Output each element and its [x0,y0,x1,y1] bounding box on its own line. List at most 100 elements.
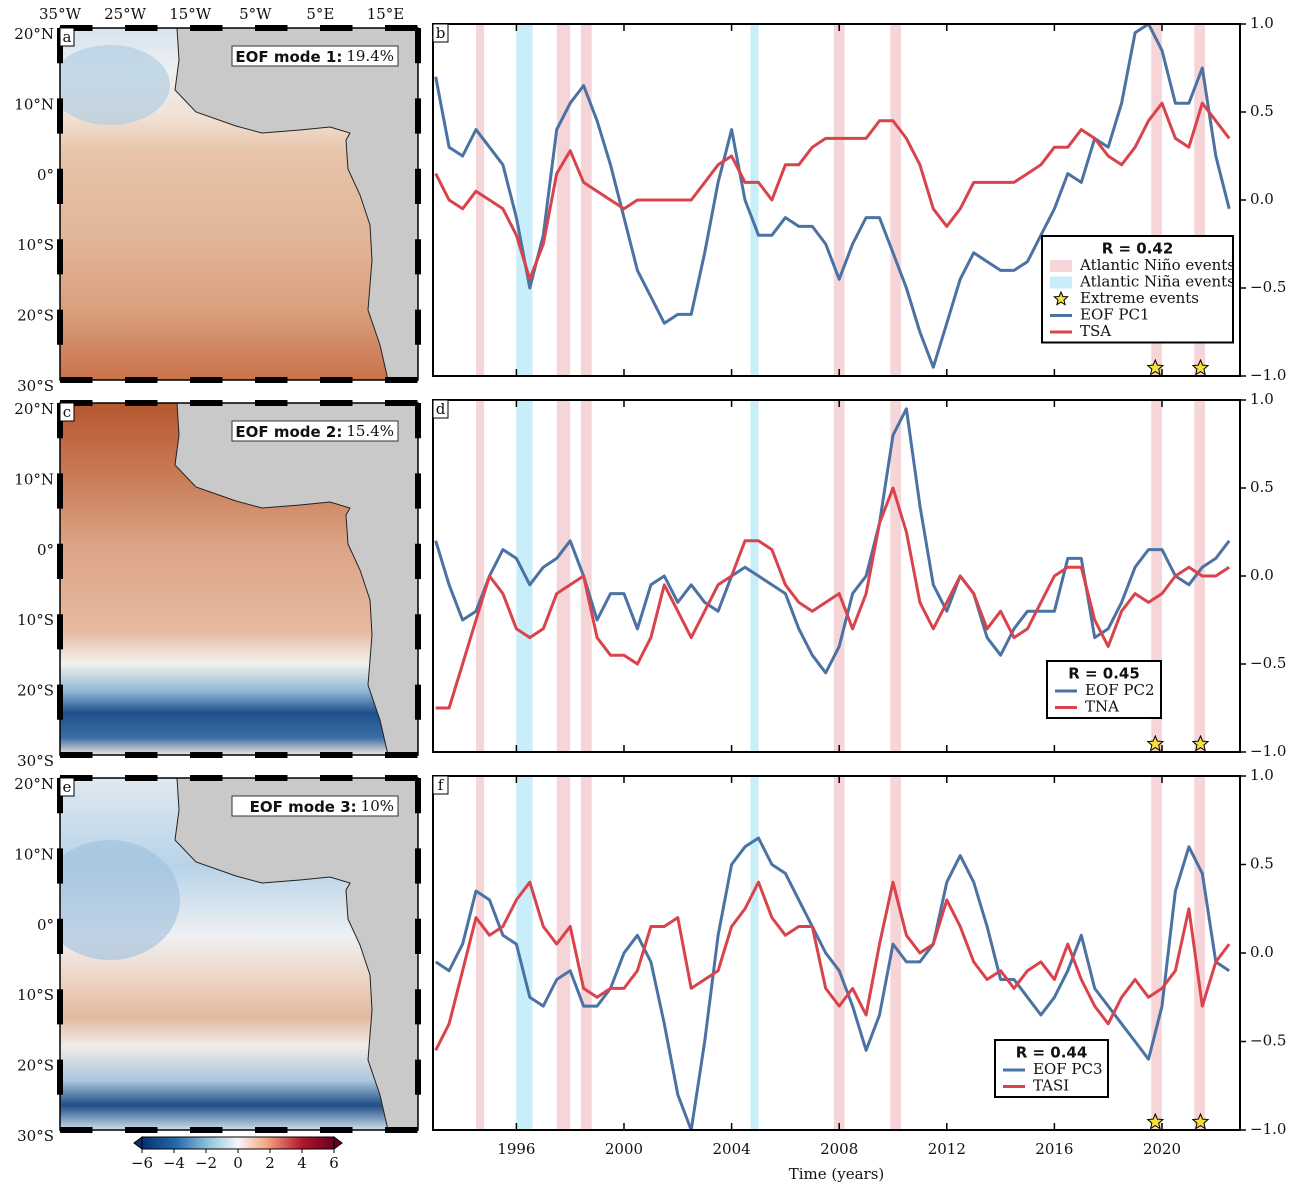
lon-label: 5°W [239,5,272,23]
nino-band [581,24,592,376]
lon-label: 5°E [306,5,334,23]
series-line [436,838,1229,1130]
y-tick-label: 1.0 [1250,390,1274,408]
eof-mode: EOF mode 3: [250,798,357,816]
y-tick-label: −0.5 [1250,1032,1286,1050]
plot-area [436,776,1229,1130]
x-axis-label: Time (years) [789,1165,885,1183]
colorbar-tick-label: 2 [265,1154,275,1172]
timeseries-panel: 19962000200420082012201620201.00.50.0−0.… [433,766,1286,1183]
nino-band [557,400,570,752]
colorbar-end [134,1137,142,1149]
legend-label: Atlantic Niño events [1079,256,1235,274]
y-tick-label: 0.5 [1250,478,1274,496]
lon-label: 35°W [39,5,82,23]
colorbar-tick-label: −4 [163,1154,185,1172]
lat-label: 30°S [17,752,54,770]
map-body [60,403,418,755]
nino-band [834,776,845,1130]
colorbar [142,1137,334,1149]
eof-title: EOF mode 1:19.4% [235,47,394,66]
figure: 20°N10°N0°10°S20°S30°SaEOF mode 1:19.4%2… [0,0,1306,1185]
x-tick-label: 2000 [605,1140,643,1158]
x-tick-label: 2012 [928,1140,966,1158]
y-tick-label: 1.0 [1250,14,1274,32]
legend-label: EOF PC2 [1085,681,1155,699]
lon-label: 15°E [367,5,405,23]
y-tick-label: 0.0 [1250,190,1274,208]
lon-label: 15°W [169,5,212,23]
nina-band [516,24,532,376]
y-tick-label: 0.0 [1250,943,1274,961]
lat-label: 20°S [17,307,54,325]
series-line [436,882,1229,1050]
nina-band [750,24,758,376]
nino-band [834,400,845,752]
map-body [50,28,418,380]
legend-title: R = 0.42 [1102,240,1174,258]
panel-letter: e [63,778,72,796]
y-tick-label: −0.5 [1250,278,1286,296]
lat-label: 0° [37,916,54,934]
y-tick-label: 0.0 [1250,566,1274,584]
nina-band [750,776,758,1130]
legend-swatch [1050,260,1072,272]
map-anomaly [50,45,170,125]
eof-mode: EOF mode 2: [235,423,342,441]
legend-label: Atlantic Niña events [1079,273,1235,291]
legend-label: EOF PC1 [1080,306,1150,324]
legend-title: R = 0.45 [1068,665,1140,683]
eof-variance: 10% [361,797,394,815]
nino-band [581,776,592,1130]
lat-label: 20°N [14,775,54,793]
lat-label: 20°S [17,1057,54,1075]
nino-band [476,400,484,752]
y-tick-label: 0.5 [1250,102,1274,120]
lat-label: 30°S [17,377,54,395]
colorbar-tick-label: 0 [233,1154,243,1172]
nino-band [834,24,845,376]
nino-band [476,776,484,1130]
colorbar-end [334,1137,342,1149]
legend-swatch [1050,277,1072,289]
lat-label: 30°S [17,1127,54,1145]
legend-label: EOF PC3 [1033,1060,1103,1078]
lat-label: 20°S [17,682,54,700]
y-tick-label: −1.0 [1250,366,1286,384]
legend-label: TSA [1080,322,1111,340]
panel-letter: c [63,403,71,421]
eof-variance: 19.4% [346,47,394,65]
nino-band [890,400,901,752]
colorbar-tick-label: 6 [329,1154,339,1172]
panel-letter: b [436,24,446,42]
eof-variance: 15.4% [346,422,394,440]
x-tick-label: 2020 [1143,1140,1181,1158]
lon-label: 25°W [104,5,147,23]
eof-title: EOF mode 2:15.4% [235,422,394,441]
y-tick-label: 1.0 [1250,766,1274,784]
lat-label: 10°S [17,611,54,629]
map-body [40,778,418,1130]
lat-label: 10°S [17,986,54,1004]
series-line [436,409,1229,673]
nino-band [557,24,570,376]
lat-label: 10°N [14,845,54,863]
panel-letter: d [436,400,446,418]
eof-title: EOF mode 3:10% [250,797,394,816]
nino-band [557,776,570,1130]
nino-band [1151,776,1162,1130]
colorbar-tick-label: 4 [297,1154,307,1172]
x-tick-label: 2008 [820,1140,858,1158]
lat-label: 20°N [14,400,54,418]
lat-label: 10°N [14,470,54,488]
legend-title: R = 0.44 [1016,1044,1088,1062]
y-tick-label: −0.5 [1250,654,1286,672]
y-tick-label: 0.5 [1250,855,1274,873]
x-tick-label: 2004 [712,1140,750,1158]
lat-label: 10°N [14,95,54,113]
y-tick-label: −1.0 [1250,742,1286,760]
x-tick-label: 1996 [497,1140,535,1158]
